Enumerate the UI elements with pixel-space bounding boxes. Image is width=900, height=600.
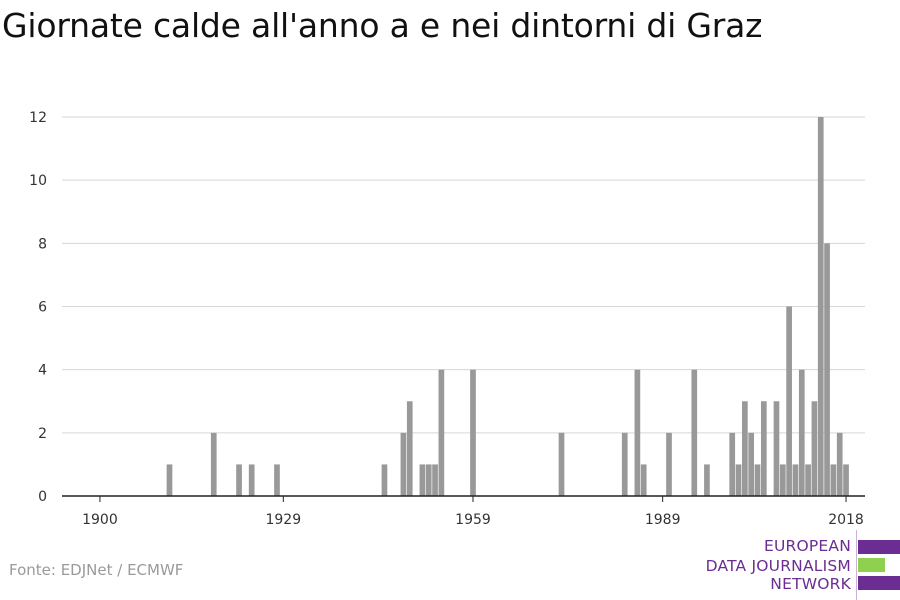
bar [691,369,698,496]
x-axis-ticks: 1900 1929 1959 1989 2018 [82,496,864,528]
bar [634,369,641,496]
bar [760,401,767,496]
bar [704,464,710,496]
logo-line-1: EUROPEAN [763,537,851,555]
bar [406,401,413,496]
bar [274,464,280,496]
y-tick-label: 4 [38,363,47,379]
x-tick-label: 1989 [645,512,681,528]
bar [735,464,742,496]
bar [798,369,805,496]
bar [773,401,780,496]
source-note: Fonte: EDJNet / ECMWF [9,561,184,579]
bar [729,432,736,496]
y-axis-ticks: 0 2 4 6 8 10 12 [29,110,47,505]
bar [836,432,843,496]
gridlines [62,116,865,434]
bar [805,464,811,496]
bar [824,243,830,496]
y-tick-label: 2 [38,426,47,442]
bar [432,464,438,496]
bar [830,464,837,496]
bar [843,464,849,496]
logo-line-3: NETWORK [770,575,851,593]
logo-bar-middle [858,558,885,572]
x-tick-label: 1900 [82,512,118,528]
logo-bar-bottom [858,576,900,590]
y-tick-label: 10 [29,173,47,189]
bar [786,306,792,496]
logo-line-2: DATA JOURNALISM [705,557,851,575]
bar [248,464,255,496]
bar [779,464,786,496]
bar [558,432,565,496]
bar [792,464,799,496]
bar [817,117,824,496]
bar [742,401,748,496]
bar [381,464,388,496]
y-tick-label: 0 [38,489,47,505]
bar [438,369,445,496]
x-tick-label: 1959 [455,512,491,528]
edjnet-logo: EUROPEAN DATA JOURNALISM NETWORK [700,530,900,600]
bar [754,464,761,496]
bar [425,464,432,496]
bars [166,117,849,496]
bar [640,464,647,496]
logo-divider [856,530,857,600]
bar [236,464,242,496]
bar [470,369,476,496]
y-tick-label: 6 [38,300,47,316]
chart-title: Giornate calde all'anno a e nei dintorni… [2,6,763,45]
logo-bar-top [858,540,900,554]
bar [621,432,628,496]
bar [748,432,755,496]
bar [419,464,426,496]
x-tick-label: 1929 [265,512,301,528]
bar [666,432,672,496]
x-tick-label: 2018 [828,512,864,528]
bar [811,401,818,496]
y-tick-label: 8 [38,236,47,252]
y-tick-label: 12 [29,110,47,126]
bar [400,432,407,496]
bar [210,432,217,496]
bar [166,464,173,496]
